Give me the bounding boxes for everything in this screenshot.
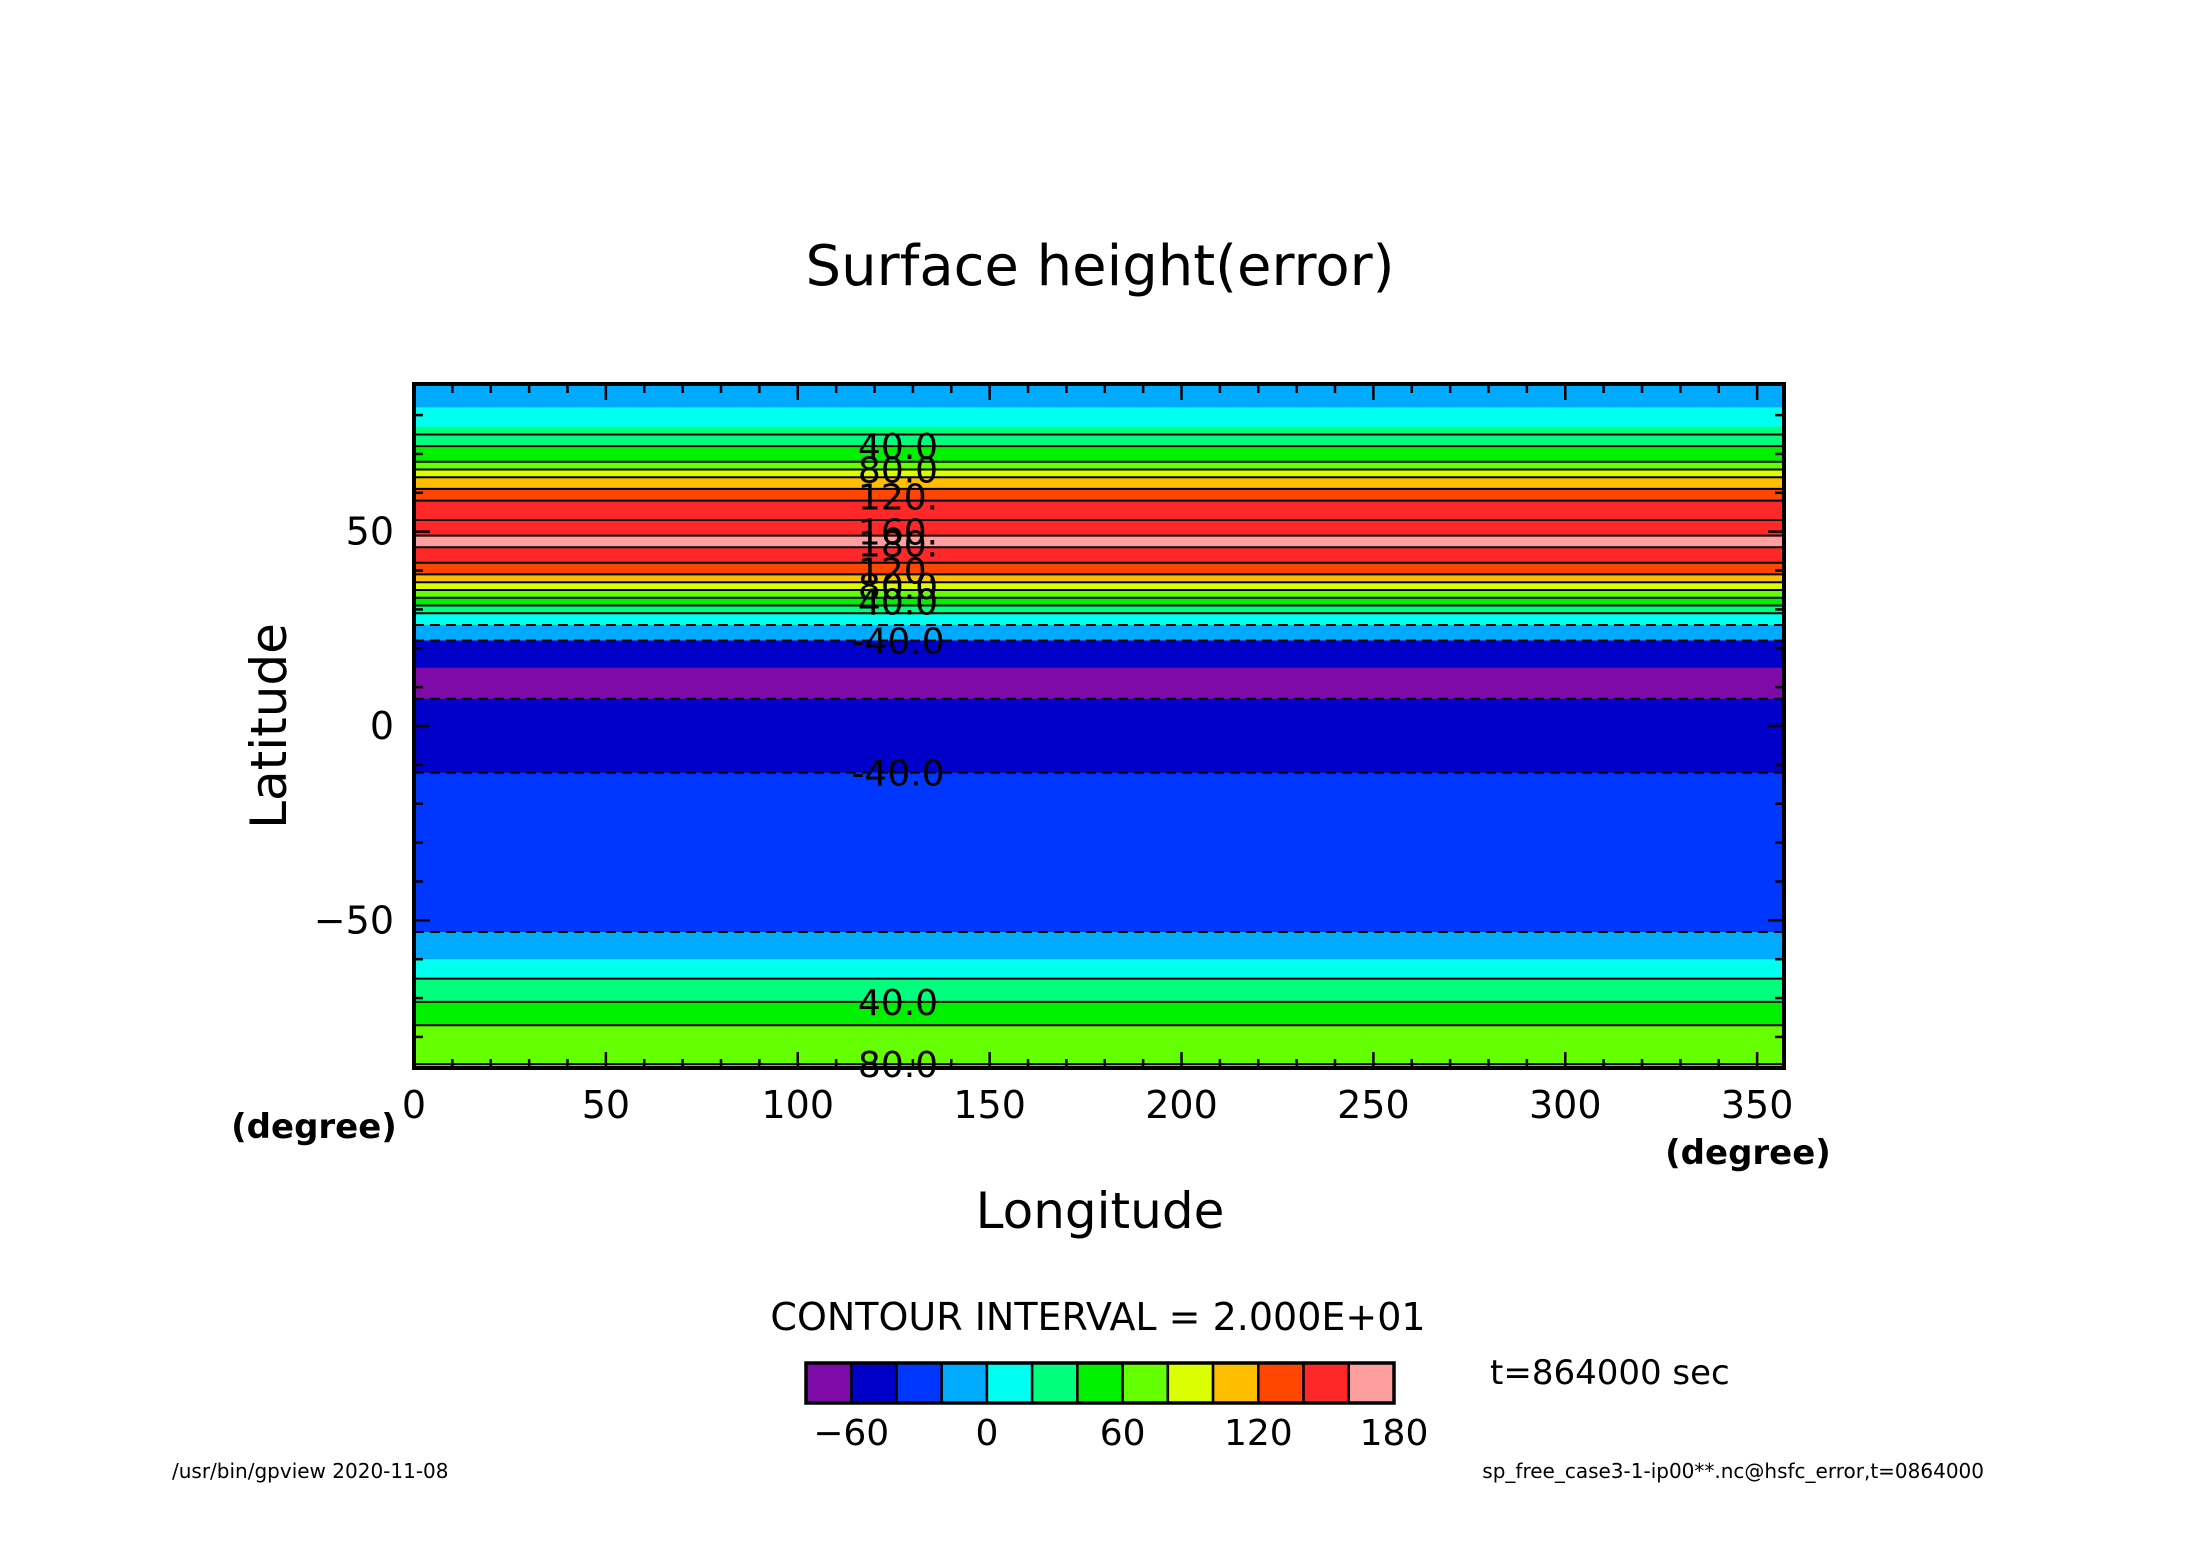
color-band-26 [414,959,1784,980]
x-unit-right: (degree) [1665,1133,1831,1173]
color-band-18 [414,605,1784,614]
color-band-6 [414,469,1784,478]
color-bands [414,384,1784,1069]
colorbar-frame [804,1361,1396,1405]
contour-label-1: 80.0 [858,451,938,492]
colorbar-tick-label-180: 180 [1360,1413,1429,1454]
color-band-16 [414,589,1784,599]
color-band-7 [414,477,1784,490]
contour-label-4: 180. [858,524,938,565]
plot-area: 40.080.0120.160.180.120.80.040.0-40.0-40… [412,382,1786,1086]
color-band-19 [414,613,1784,626]
contour-label-9: -40.0 [851,754,944,795]
x-tick-label-100: 100 [761,1083,834,1127]
chart-title: Surface height(error) [806,234,1395,299]
contour-label-2: 120. [858,478,938,519]
color-band-0 [414,384,1784,408]
colorbar-cell-9 [1211,1361,1260,1405]
colorbar-labels: −60 0 60 120 180 [813,1413,1428,1454]
axis-ticks [412,384,1784,1068]
color-band-4 [414,446,1784,463]
colorbar-cell-3 [940,1361,989,1405]
colorbar-cell-7 [1121,1361,1170,1405]
color-band-15 [414,582,1784,591]
colorbar-cell-10 [1257,1361,1305,1405]
color-band-22 [414,667,1784,700]
color-band-13 [414,562,1784,576]
y-tick-label-50: 50 [346,510,394,554]
contour-label-10: 40.0 [858,983,938,1024]
contour-label-7: 40.0 [858,583,938,624]
color-band-3 [414,438,1784,447]
color-band-10 [414,520,1784,537]
x-tick-label-0: 0 [402,1083,426,1127]
x-axis-label: Longitude [976,1182,1225,1240]
x-tick-label-350: 350 [1721,1083,1794,1127]
color-band-5 [414,461,1784,471]
colorbar-cell-6 [1076,1361,1124,1405]
color-band-12 [414,547,1784,564]
x-tick-label-300: 300 [1529,1083,1602,1127]
contour-label-5: 120. [858,552,938,593]
color-band-24 [414,772,1784,933]
x-tick-label-150: 150 [953,1083,1026,1127]
color-band-23 [414,698,1784,774]
colorbar-tick-label-0: 0 [975,1413,998,1454]
x-tick-label-200: 200 [1145,1083,1218,1127]
color-band-29 [414,1025,1784,1069]
color-band-17 [414,597,1784,607]
colorbar-cell-0 [804,1361,853,1405]
contour-label-8: -40.0 [851,622,944,663]
colorbar-cell-1 [849,1361,898,1405]
color-band-28 [414,1001,1784,1026]
colorbar-cell-12 [1347,1361,1396,1405]
contour-labels: 40.080.0120.160.180.120.80.040.0-40.0-40… [851,427,944,1086]
color-band-1 [414,407,1784,428]
y-tick-labels: −50 0 50 [314,510,394,943]
colorbar-tick-label-120: 120 [1224,1413,1293,1454]
colorbar-cell-5 [1030,1361,1079,1405]
x-tick-label-250: 250 [1337,1083,1410,1127]
footer-right: sp_free_case3-1-ip00**.nc@hsfc_error,t=0… [1482,1459,1984,1483]
footer-left: /usr/bin/gpview 2020-11-08 [172,1459,449,1483]
y-tick-label-0: 0 [370,704,394,748]
contour-label-3: 160. [858,513,938,554]
colorbar-cell-8 [1166,1361,1215,1405]
color-band-27 [414,978,1784,1003]
color-band-9 [414,500,1784,521]
colorbar-cell-2 [895,1361,943,1405]
color-band-20 [414,624,1784,642]
time-text: t=864000 sec [1490,1353,1730,1393]
y-axis-label: Latitude [240,623,298,829]
contour-label-11: 80.0 [858,1045,938,1086]
x-tick-label-50: 50 [582,1083,630,1127]
y-tick-label--50: −50 [314,898,394,942]
x-tick-labels: 0 50 100 150 200 250 300 350 [402,1083,1793,1127]
color-band-2 [414,426,1784,440]
contour-interval-text: CONTOUR INTERVAL = 2.000E+01 [770,1295,1425,1339]
contour-label-0: 40.0 [858,427,938,468]
colorbar [804,1361,1396,1405]
color-band-25 [414,931,1784,960]
colorbar-cell-4 [985,1361,1034,1405]
colorbar-cell-11 [1302,1361,1351,1405]
color-band-14 [414,574,1784,583]
color-band-8 [414,488,1784,502]
colorbar-tick-label--60: −60 [813,1413,889,1454]
colorbar-tick-label-60: 60 [1100,1413,1146,1454]
color-band-11 [414,535,1784,548]
x-unit-left: (degree) [231,1107,397,1147]
contour-label-6: 80.0 [858,567,938,608]
color-band-21 [414,640,1784,669]
contour-lines [414,433,1784,1066]
